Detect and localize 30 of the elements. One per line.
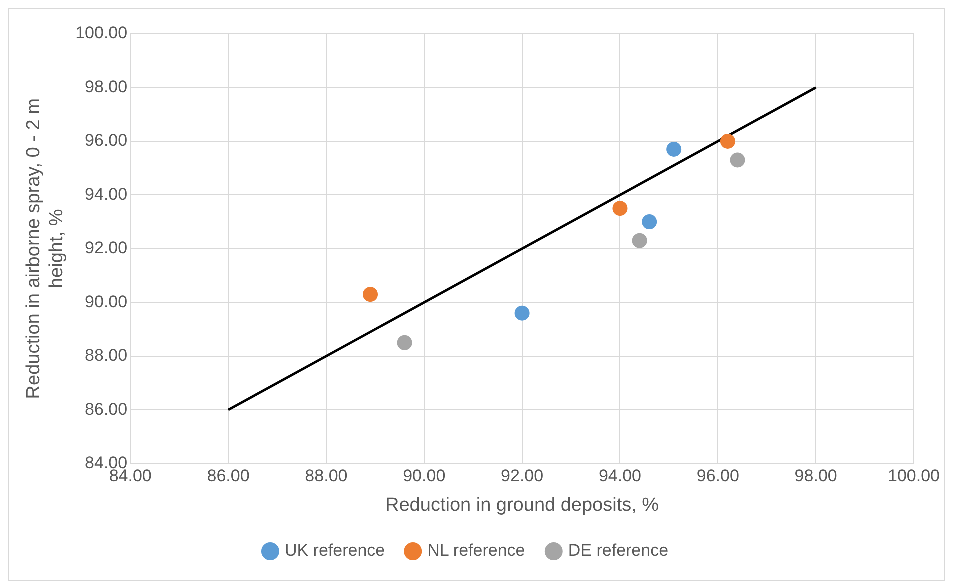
x-tick-label: 86.00 bbox=[207, 466, 250, 486]
x-tick-label: 98.00 bbox=[794, 466, 838, 486]
x-axis-title: Reduction in ground deposits, % bbox=[386, 494, 660, 516]
y-tick-label: 94.00 bbox=[85, 184, 128, 204]
legend-label: UK reference bbox=[284, 541, 386, 560]
point bbox=[397, 335, 412, 350]
legend-label: NL reference bbox=[428, 541, 526, 560]
point bbox=[612, 201, 628, 216]
point bbox=[666, 142, 682, 158]
y-tick-label: 92.00 bbox=[85, 238, 128, 258]
point bbox=[720, 134, 736, 149]
point bbox=[632, 233, 648, 248]
y-tick-label: 86.00 bbox=[85, 400, 128, 419]
y-tick-label: 90.00 bbox=[85, 292, 128, 312]
point bbox=[730, 152, 746, 168]
x-tick-label: 88.00 bbox=[305, 466, 348, 486]
legend-label: DE reference bbox=[568, 541, 669, 560]
y-axis-title: Reduction in airborne spray, 0 - 2 m height, % bbox=[24, 98, 68, 400]
x-tick-label: 96.00 bbox=[696, 466, 740, 486]
y-tick-label: 98.00 bbox=[85, 77, 128, 96]
point bbox=[642, 214, 658, 230]
x-tick-label: 90.00 bbox=[403, 466, 446, 486]
point bbox=[514, 306, 530, 321]
x-tick-label: 94.00 bbox=[598, 466, 642, 486]
x-tick-label: 100.00 bbox=[888, 466, 940, 486]
x-tick-label: 92.00 bbox=[501, 466, 544, 486]
y-tick-label: 88.00 bbox=[85, 346, 128, 366]
y-tick-label: 96.00 bbox=[85, 131, 128, 150]
y-tick-label: 100.00 bbox=[76, 24, 128, 43]
point bbox=[363, 287, 378, 302]
